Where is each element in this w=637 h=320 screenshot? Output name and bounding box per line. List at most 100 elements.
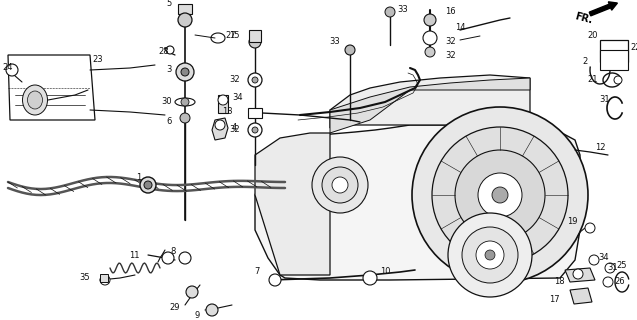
Circle shape bbox=[455, 150, 545, 240]
Circle shape bbox=[589, 255, 599, 265]
Polygon shape bbox=[565, 268, 595, 282]
Circle shape bbox=[312, 157, 368, 213]
Circle shape bbox=[215, 120, 225, 130]
Circle shape bbox=[412, 107, 588, 283]
Polygon shape bbox=[255, 133, 330, 275]
Circle shape bbox=[140, 177, 156, 193]
Text: 34: 34 bbox=[232, 92, 243, 101]
Circle shape bbox=[425, 47, 435, 57]
Circle shape bbox=[363, 271, 377, 285]
Ellipse shape bbox=[27, 91, 43, 109]
Text: 15: 15 bbox=[229, 30, 240, 39]
Circle shape bbox=[478, 173, 522, 217]
Circle shape bbox=[492, 187, 508, 203]
Circle shape bbox=[176, 63, 194, 81]
Circle shape bbox=[162, 252, 174, 264]
Text: 29: 29 bbox=[169, 303, 180, 313]
Circle shape bbox=[252, 127, 258, 133]
Circle shape bbox=[252, 77, 258, 83]
Circle shape bbox=[100, 275, 110, 285]
Text: 31: 31 bbox=[607, 263, 618, 273]
Text: 13: 13 bbox=[222, 108, 233, 116]
Circle shape bbox=[573, 269, 583, 279]
Text: 32: 32 bbox=[229, 76, 240, 84]
Ellipse shape bbox=[175, 98, 195, 106]
Circle shape bbox=[178, 13, 192, 27]
Text: 32: 32 bbox=[445, 51, 455, 60]
Ellipse shape bbox=[22, 85, 48, 115]
Text: 18: 18 bbox=[554, 277, 565, 286]
Text: 4: 4 bbox=[232, 124, 237, 132]
Circle shape bbox=[6, 64, 18, 76]
Bar bbox=[100, 274, 108, 282]
Text: 24: 24 bbox=[2, 63, 13, 73]
Circle shape bbox=[248, 123, 262, 137]
Text: 26: 26 bbox=[614, 277, 625, 286]
Circle shape bbox=[322, 167, 358, 203]
Circle shape bbox=[181, 68, 189, 76]
Text: FR.: FR. bbox=[574, 11, 594, 25]
Circle shape bbox=[248, 73, 262, 87]
Text: 17: 17 bbox=[549, 295, 560, 305]
Circle shape bbox=[385, 7, 395, 17]
Polygon shape bbox=[212, 118, 228, 140]
Text: 35: 35 bbox=[80, 274, 90, 283]
Circle shape bbox=[432, 127, 568, 263]
Text: 25: 25 bbox=[616, 260, 627, 269]
Circle shape bbox=[423, 31, 437, 45]
Text: 27: 27 bbox=[225, 31, 236, 41]
Text: 19: 19 bbox=[568, 218, 578, 227]
Circle shape bbox=[144, 181, 152, 189]
Polygon shape bbox=[8, 55, 95, 120]
Polygon shape bbox=[570, 288, 592, 304]
Text: 9: 9 bbox=[195, 311, 200, 320]
Text: 28: 28 bbox=[158, 47, 169, 57]
Polygon shape bbox=[330, 75, 530, 128]
Polygon shape bbox=[255, 125, 580, 280]
Bar bbox=[600, 40, 628, 62]
Circle shape bbox=[603, 277, 613, 287]
Text: 33: 33 bbox=[329, 37, 340, 46]
Text: 21: 21 bbox=[587, 76, 598, 84]
Text: 31: 31 bbox=[599, 95, 610, 105]
Text: 22: 22 bbox=[630, 44, 637, 52]
Text: 10: 10 bbox=[380, 268, 390, 276]
Text: 1: 1 bbox=[136, 173, 141, 182]
Text: 34: 34 bbox=[598, 253, 608, 262]
FancyArrow shape bbox=[589, 2, 617, 16]
Text: 7: 7 bbox=[255, 268, 260, 276]
Circle shape bbox=[218, 95, 228, 105]
Circle shape bbox=[332, 177, 348, 193]
Bar bbox=[248, 108, 262, 118]
Bar bbox=[600, 50, 628, 70]
Text: 16: 16 bbox=[445, 7, 455, 17]
Circle shape bbox=[206, 304, 218, 316]
Text: 14: 14 bbox=[455, 23, 466, 33]
Text: 30: 30 bbox=[161, 98, 172, 107]
Text: 5: 5 bbox=[167, 0, 172, 9]
Text: 20: 20 bbox=[587, 31, 598, 41]
Text: 32: 32 bbox=[229, 125, 240, 134]
Circle shape bbox=[462, 227, 518, 283]
Polygon shape bbox=[330, 78, 530, 133]
Text: 12: 12 bbox=[595, 143, 606, 153]
Circle shape bbox=[269, 274, 281, 286]
Text: 32: 32 bbox=[445, 37, 455, 46]
Circle shape bbox=[424, 14, 436, 26]
Circle shape bbox=[585, 223, 595, 233]
Text: 8: 8 bbox=[171, 247, 176, 257]
Circle shape bbox=[448, 213, 532, 297]
Text: 6: 6 bbox=[167, 117, 172, 126]
Circle shape bbox=[345, 45, 355, 55]
Circle shape bbox=[179, 252, 191, 264]
Circle shape bbox=[186, 286, 198, 298]
Text: 11: 11 bbox=[129, 251, 140, 260]
Circle shape bbox=[166, 46, 174, 54]
Circle shape bbox=[180, 113, 190, 123]
Text: 3: 3 bbox=[167, 66, 172, 75]
Circle shape bbox=[249, 36, 261, 48]
Bar bbox=[218, 95, 228, 113]
Bar bbox=[178, 4, 192, 14]
Circle shape bbox=[614, 76, 622, 84]
Text: 33: 33 bbox=[397, 5, 408, 14]
